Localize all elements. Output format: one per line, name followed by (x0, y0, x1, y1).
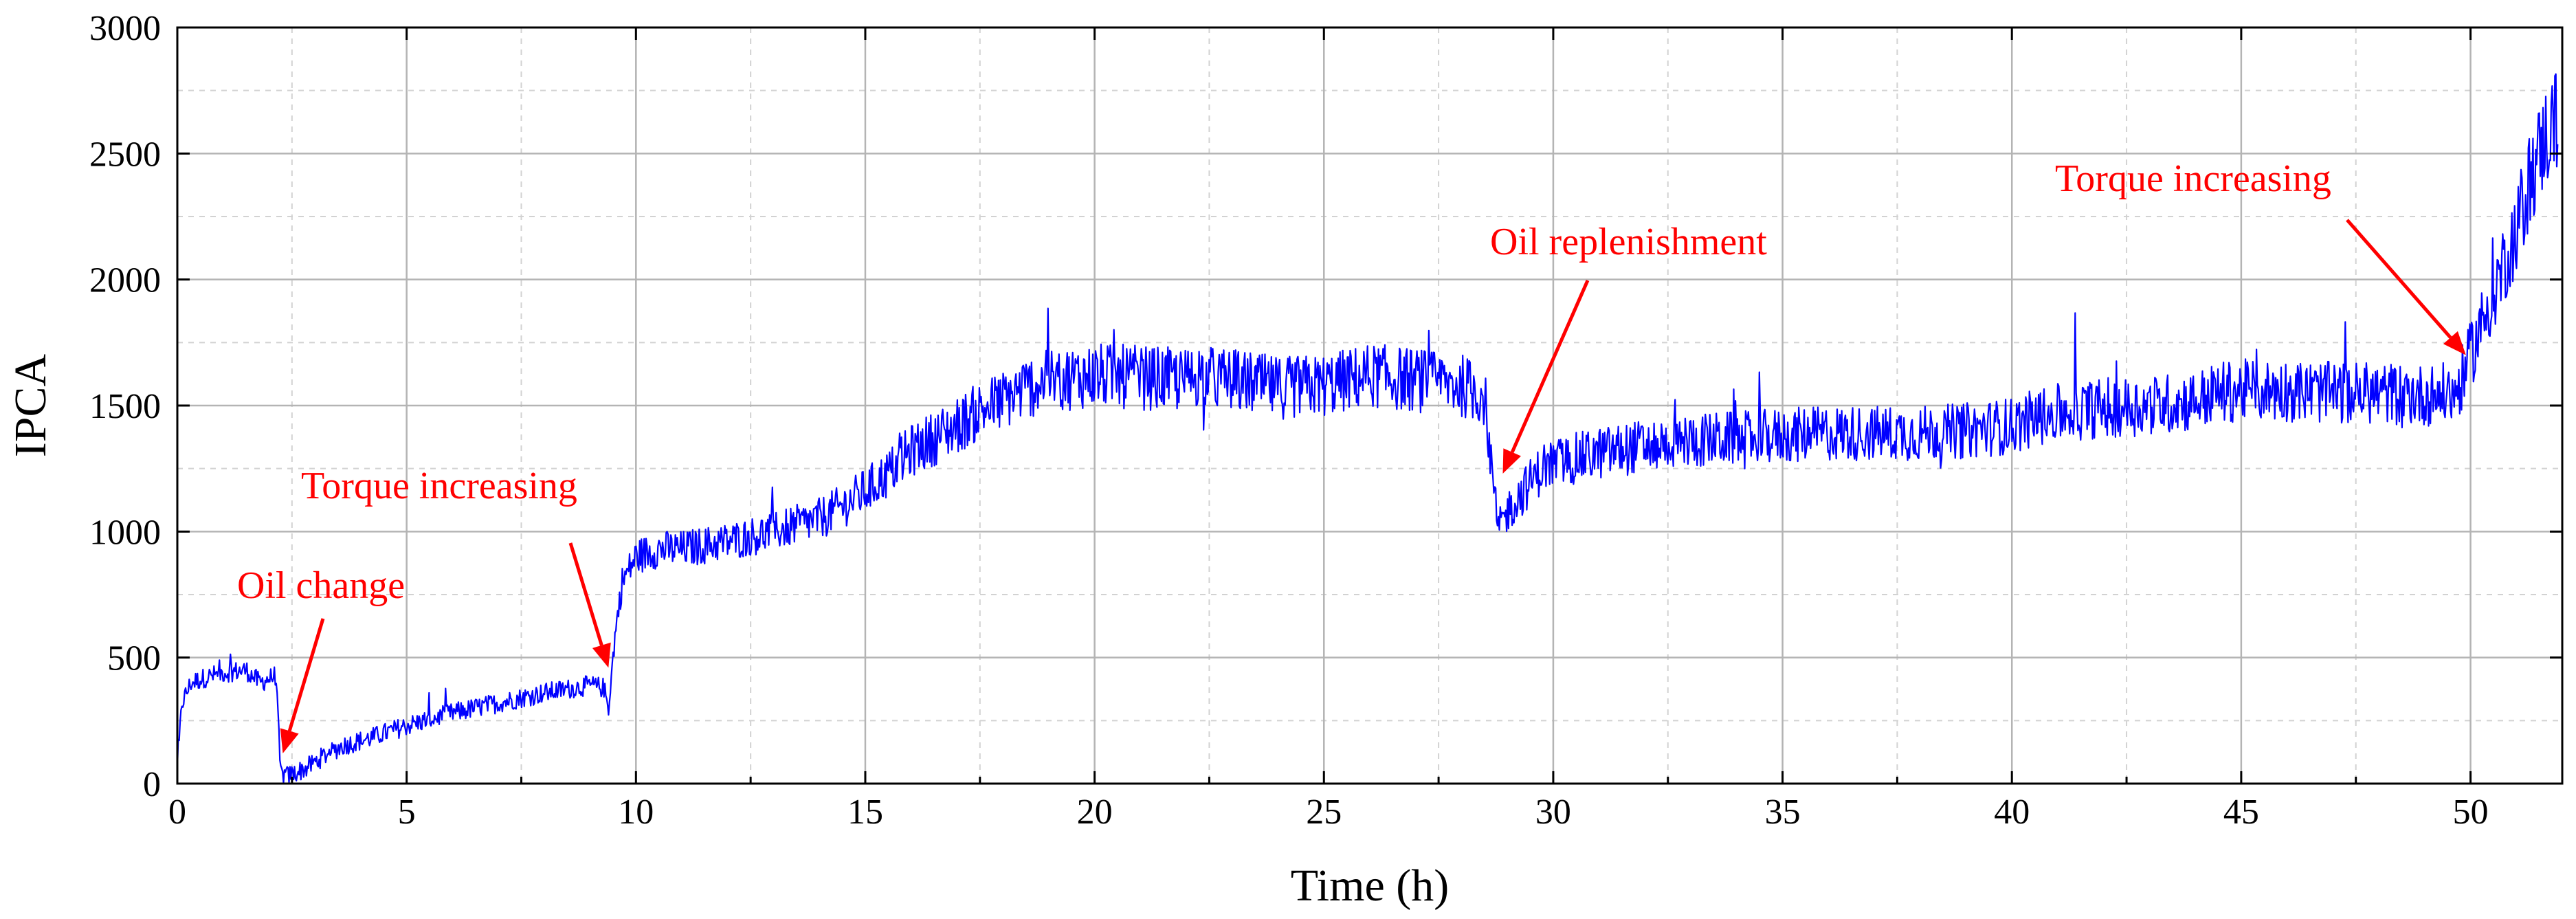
y-tick-label: 0 (143, 765, 161, 804)
annotation-torque-increasing-1-arrow (568, 542, 603, 646)
annotations: Oil change Torque increasing Oil repleni… (237, 157, 2466, 753)
grid (177, 27, 2562, 784)
x-tick-label: 5 (398, 793, 416, 832)
y-tick-label: 1500 (89, 387, 161, 426)
annotation-torque-increasing-1-label: Torque increasing (301, 465, 577, 507)
axis-ticks (176, 26, 2562, 785)
annotation-oil-replenishment: Oil replenishment (1490, 221, 1767, 474)
y-tick-label: 2500 (89, 135, 161, 174)
annotation-oil-change-arrow (287, 618, 325, 732)
annotation-torque-increasing-2-arrow (2346, 219, 2452, 339)
y-tick-label: 2000 (89, 261, 161, 300)
series-line-ipca (176, 73, 2559, 784)
tick-labels: 0 5 10 15 20 25 30 35 40 45 5005001000150020002500… (89, 9, 2489, 832)
annotation-oil-replenishment-arrowhead (1502, 448, 1522, 474)
x-tick-label: 45 (2223, 793, 2259, 832)
x-tick-label: 50 (2453, 793, 2489, 832)
annotation-torque-increasing-2-arrowhead (2443, 331, 2466, 355)
y-tick-label: 500 (107, 639, 161, 678)
x-tick-label: 15 (847, 793, 883, 832)
annotation-oil-change-arrowhead (280, 728, 299, 753)
x-tick-label: 25 (1306, 793, 1342, 832)
x-tick-label: 40 (1994, 793, 2030, 832)
x-tick-label: 30 (1535, 793, 1571, 832)
x-tick-label: 20 (1077, 793, 1113, 832)
x-tick-label: 35 (1765, 793, 1801, 832)
series-layer (176, 73, 2559, 784)
x-tick-label: 10 (618, 793, 654, 832)
y-axis-title: IPCA (5, 353, 56, 457)
x-tick-label: 0 (168, 793, 186, 832)
annotation-oil-change: Oil change (237, 564, 405, 753)
annotation-torque-increasing-2: Torque increasing (2055, 157, 2466, 355)
annotation-torque-increasing-1-arrowhead (592, 642, 611, 668)
x-axis-title: Time (h) (1291, 861, 1449, 911)
annotation-oil-replenishment-label: Oil replenishment (1490, 221, 1767, 263)
y-tick-label: 1000 (89, 513, 161, 552)
annotation-oil-change-label: Oil change (237, 564, 405, 607)
annotation-oil-replenishment-arrow (1510, 279, 1590, 453)
y-tick-label: 3000 (89, 9, 161, 48)
annotation-torque-increasing-2-label: Torque increasing (2055, 157, 2331, 200)
annotation-torque-increasing-1: Torque increasing (301, 465, 611, 668)
